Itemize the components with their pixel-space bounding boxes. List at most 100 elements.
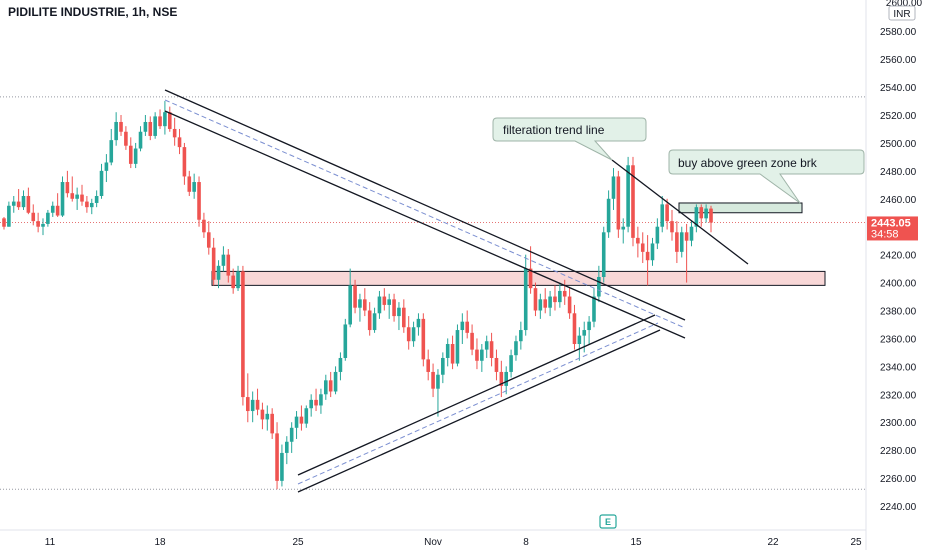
breakout-zone[interactable]: [678, 202, 803, 214]
earnings-icon: [599, 514, 617, 529]
candle-body: [250, 399, 255, 412]
candle-body: [538, 299, 543, 311]
candle-body: [11, 201, 16, 206]
candle-body: [489, 341, 494, 358]
time-tick-label: 25: [292, 537, 304, 548]
earnings-event-marker[interactable]: E: [599, 514, 617, 529]
candle-body: [684, 232, 689, 241]
candle-body: [324, 380, 328, 395]
candle-body: [392, 299, 396, 317]
candle-body: [655, 226, 660, 244]
price-tick-label: 2560.00: [880, 55, 917, 66]
candle-body: [704, 208, 708, 219]
candle-body: [616, 176, 621, 230]
candle-body: [377, 296, 382, 314]
candle-body: [236, 271, 240, 289]
candle-body: [636, 237, 640, 244]
price-tick-label: 2320.00: [880, 390, 917, 401]
candle-body: [475, 349, 479, 361]
candle-body: [436, 374, 440, 389]
candle-body: [177, 137, 182, 148]
resistance-zone[interactable]: [211, 270, 826, 286]
trend-line-ascending-lower[interactable]: [297, 329, 661, 493]
candle-body: [46, 212, 50, 224]
candle-body: [611, 176, 616, 199]
candle-body: [143, 121, 148, 132]
price-tick-label: 2280.00: [880, 446, 917, 457]
candle-body: [548, 296, 552, 308]
candle-body: [99, 170, 104, 196]
countdown-timer: 34:58: [871, 228, 899, 240]
candle-body: [416, 318, 421, 328]
price-axis[interactable]: 2240.00 2260.00 2280.00 2300.00 2320.00 2340.…: [865, 0, 923, 550]
candle-body: [640, 243, 645, 252]
trend-line-ascending-mid[interactable]: [297, 322, 659, 485]
candle-body: [153, 116, 157, 136]
price-tick-label: 2500.00: [880, 139, 917, 150]
candle-body: [694, 207, 699, 227]
candle-body: [523, 268, 528, 331]
candle-body: [450, 344, 455, 364]
candle-body: [441, 357, 445, 375]
price-tick-label: 2360.00: [880, 334, 917, 345]
candle-body: [260, 409, 265, 420]
callout-trend-line[interactable]: filteration trend line: [492, 117, 647, 161]
candle-body: [119, 121, 123, 132]
candle-body: [553, 296, 557, 303]
time-tick-label: 22: [767, 537, 779, 548]
trend-line-descending-upper[interactable]: [164, 89, 686, 321]
candle-body: [626, 165, 630, 227]
price-tick-label: 2460.00: [880, 195, 917, 206]
currency-label: INR: [893, 9, 910, 20]
candle-body: [333, 371, 338, 392]
candle-body: [533, 288, 538, 311]
candle-body: [138, 131, 143, 149]
time-tick-label: 25: [850, 537, 862, 548]
candle-body: [265, 413, 270, 420]
trend-lines[interactable]: [164, 89, 749, 493]
candle-body: [592, 296, 596, 322]
level-lines: [0, 96, 866, 490]
candle-body: [65, 182, 70, 194]
trend-line-ascending-upper[interactable]: [297, 314, 656, 476]
candle-body: [567, 296, 572, 314]
candle-body: [709, 208, 713, 223]
price-tick-label: 2580.00: [880, 27, 917, 38]
candle-body: [665, 204, 669, 222]
last-price-tag: 2443.05 34:58: [867, 216, 918, 241]
candle-body: [2, 218, 6, 227]
callout-bubble: [492, 117, 647, 161]
candle-body: [528, 268, 533, 289]
price-tick-label: 2260.00: [880, 474, 917, 485]
price-tick-label: 2480.00: [880, 167, 917, 178]
trend-line-descending-lower[interactable]: [164, 110, 686, 339]
candle-body: [167, 112, 172, 129]
time-axis[interactable]: 11 18 25 Nov 8 15 22 25: [0, 529, 866, 548]
currency-box[interactable]: [888, 5, 916, 21]
candle-body: [109, 140, 114, 163]
candle-body: [216, 265, 221, 280]
candle-body: [294, 416, 299, 428]
price-tick-label: 2420.00: [880, 251, 917, 262]
candle-body: [241, 271, 245, 398]
candle-body: [206, 232, 211, 248]
candle-body: [455, 330, 460, 364]
candle-body: [197, 182, 201, 220]
candle-body: [426, 359, 430, 372]
candle-body: [124, 131, 128, 146]
candle-body: [304, 408, 309, 424]
time-tick-labels: 11 18 25 Nov 8 15 22 25: [45, 537, 862, 548]
trend-line-descending-mid[interactable]: [164, 99, 686, 329]
candle-body: [514, 341, 518, 356]
callout-buy-zone[interactable]: buy above green zone brk: [668, 149, 865, 204]
candle-body: [338, 357, 343, 372]
trend-line-filteration-trend-line[interactable]: [611, 159, 749, 265]
candle-body: [504, 371, 509, 386]
candle-body: [60, 182, 65, 216]
candle-body: [245, 397, 250, 412]
candle-body: [562, 290, 567, 297]
candle-body: [577, 335, 582, 345]
price-tick-label: 2520.00: [880, 111, 917, 122]
